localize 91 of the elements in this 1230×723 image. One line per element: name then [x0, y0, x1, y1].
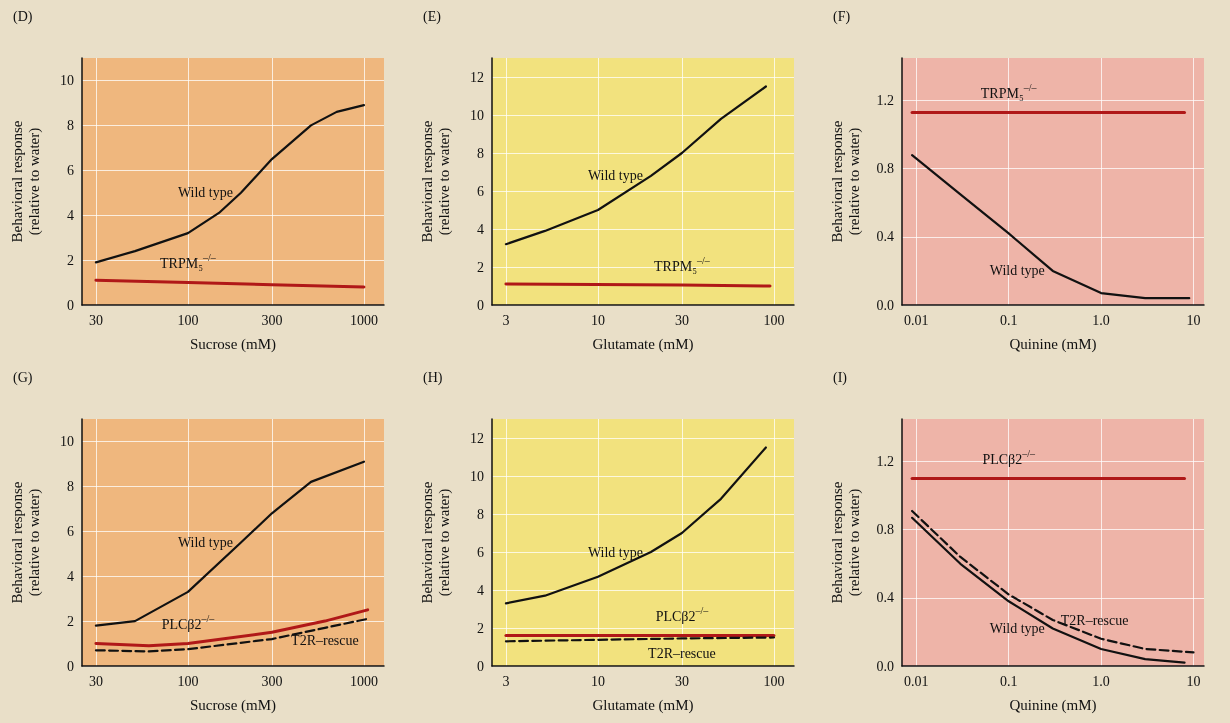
series-label: TRPM₅–/– — [160, 252, 217, 272]
x-tick-label: 30 — [88, 312, 103, 328]
x-axis-title: Quinine (mM) — [1009, 696, 1097, 714]
y-tick-label: 8 — [477, 506, 484, 522]
y-tick-label: 10 — [470, 468, 484, 484]
y-tick-label: 6 — [67, 523, 74, 539]
x-tick-label: 0.01 — [904, 312, 929, 328]
series-label: Wild type — [177, 185, 233, 201]
chart-title: (E) — [423, 8, 442, 25]
y-tick-label: 8 — [477, 145, 484, 161]
x-tick-label: 0.01 — [904, 673, 929, 689]
x-tick-label: 30 — [674, 312, 689, 328]
y-tick-label: 1.2 — [876, 93, 894, 109]
y-tick-label: 10 — [470, 107, 484, 123]
series-label: Wild type — [177, 535, 233, 550]
series-label: Wild type — [587, 544, 643, 560]
series-label: T2R–rescue — [291, 633, 359, 649]
series-label: T2R–rescue — [1060, 612, 1129, 628]
series-label: Wild type — [989, 621, 1045, 637]
y-tick-label: 10 — [60, 72, 74, 88]
chart-title: (F) — [833, 8, 851, 25]
series-label: T2R–rescue — [648, 645, 716, 661]
x-tick-label: 1.0 — [1092, 673, 1110, 689]
series-label: PLCβ2–/– — [982, 448, 1036, 468]
chart-title: (I) — [833, 369, 848, 386]
y-tick-label: 8 — [67, 478, 74, 494]
x-tick-label: 300 — [261, 312, 283, 328]
y-tick-label: 10 — [60, 433, 74, 449]
x-tick-label: 1000 — [349, 673, 378, 689]
x-tick-label: 30 — [674, 673, 689, 689]
x-tick-label: 0.1 — [999, 312, 1018, 328]
x-tick-label: 10 — [1186, 312, 1201, 328]
x-tick-label: 1000 — [349, 312, 378, 328]
y-axis-title: Behavioral response (relative to water) — [8, 120, 43, 243]
chart-title: (D) — [13, 8, 33, 25]
y-tick-label: 0 — [477, 297, 484, 313]
x-axis-title: Quinine (mM) — [1009, 335, 1097, 353]
x-tick-label: 10 — [590, 312, 605, 328]
series-label: TRPM₅–/– — [654, 254, 711, 274]
y-tick-label: 2 — [67, 252, 74, 268]
x-axis-title: Sucrose (mM) — [189, 335, 277, 353]
y-axis-title: Behavioral response (relative to water) — [418, 120, 453, 243]
x-axis-title: Glutamate (mM) — [592, 335, 694, 353]
y-tick-label: 2 — [67, 613, 74, 629]
y-tick-label: 0.8 — [876, 161, 894, 177]
y-tick-label: 0 — [477, 658, 484, 674]
chart-title: (G) — [13, 369, 33, 386]
y-axis-title: Behavioral response (relative to water) — [828, 481, 863, 604]
x-tick-label: 30 — [88, 673, 103, 689]
series-label: TRPM₅–/– — [980, 82, 1038, 102]
y-tick-label: 4 — [67, 207, 74, 223]
y-tick-label: 0.0 — [876, 297, 894, 313]
x-tick-label: 0.1 — [999, 673, 1018, 689]
y-tick-label: 4 — [477, 582, 484, 598]
x-tick-label: 10 — [1186, 673, 1201, 689]
x-tick-label: 100 — [763, 312, 785, 328]
series-label: PLCβ2–/– — [655, 605, 710, 625]
y-tick-label: 0.0 — [876, 658, 894, 674]
y-tick-label: 12 — [470, 69, 484, 85]
y-axis-title: Behavioral response (relative to water) — [828, 120, 863, 243]
y-tick-label: 6 — [477, 183, 484, 199]
y-tick-label: 6 — [477, 544, 484, 560]
chart-title: (H) — [423, 369, 443, 386]
y-tick-label: 12 — [470, 430, 484, 446]
y-tick-label: 0.4 — [876, 229, 894, 245]
y-tick-label: 8 — [67, 117, 74, 133]
y-tick-label: 4 — [67, 568, 74, 584]
y-tick-label: 6 — [67, 162, 74, 178]
x-tick-label: 100 — [177, 312, 199, 328]
x-tick-label: 300 — [261, 673, 283, 689]
x-tick-label: 3 — [502, 312, 510, 328]
series-label: PLCβ2–/– — [161, 613, 216, 633]
y-tick-label: 2 — [477, 259, 484, 275]
series-label: Wild type — [989, 263, 1045, 279]
y-tick-label: 0.4 — [876, 590, 894, 606]
x-tick-label: 100 — [763, 673, 785, 689]
y-tick-label: 2 — [477, 620, 484, 636]
y-axis-title: Behavioral response (relative to water) — [418, 481, 453, 604]
y-tick-label: 4 — [477, 221, 484, 237]
x-axis-title: Sucrose (mM) — [189, 696, 277, 714]
y-tick-label: 0 — [67, 297, 74, 313]
x-tick-label: 1.0 — [1092, 312, 1110, 328]
y-axis-title: Behavioral response (relative to water) — [8, 481, 43, 604]
y-tick-label: 1.2 — [876, 454, 894, 470]
y-tick-label: 0.8 — [876, 522, 894, 538]
x-axis-title: Glutamate (mM) — [592, 696, 694, 714]
y-tick-label: 0 — [67, 658, 74, 674]
x-tick-label: 10 — [590, 673, 605, 689]
x-tick-label: 100 — [177, 673, 199, 689]
series-label: Wild type — [587, 168, 643, 184]
x-tick-label: 3 — [502, 673, 510, 689]
